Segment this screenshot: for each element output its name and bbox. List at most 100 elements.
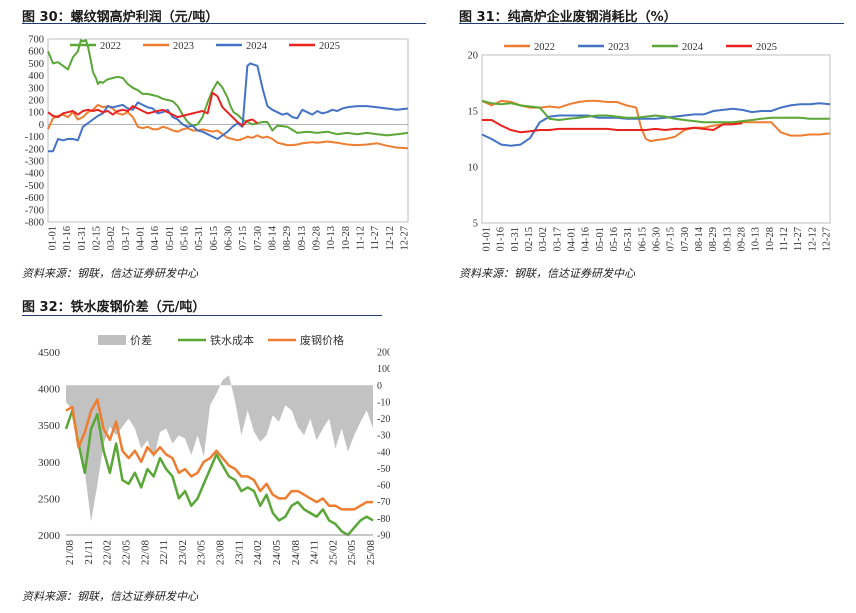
series-area-价差: [66, 375, 373, 522]
x-tick-label: 05-31: [623, 227, 634, 252]
plot-frame: [47, 38, 409, 223]
y2-tick-label: -400: [377, 447, 390, 458]
x-tick-label: 12-12: [385, 226, 396, 251]
y2-tick-label: -100: [377, 397, 390, 408]
fig31-title-rule: [459, 23, 844, 24]
y-tick-label: 700: [28, 35, 44, 46]
x-tick-label: 22/05: [120, 540, 132, 566]
y-tick-label: 2500: [38, 493, 61, 505]
x-tick-label: 09-28: [312, 226, 323, 251]
x-tick-label: 25/02: [327, 540, 339, 565]
y-tick-label: 400: [28, 71, 44, 82]
y-tick-label: 200: [28, 96, 44, 107]
x-tick-label: 10-28: [341, 226, 352, 251]
x-tick-label: 24/02: [252, 540, 264, 565]
y-tick-label: 100: [28, 108, 44, 119]
x-tick-label: 23/02: [177, 540, 189, 565]
y2-tick-label: -600: [377, 481, 390, 492]
x-tick-label: 04-01: [136, 226, 147, 251]
series-line-2025: [47, 91, 258, 127]
x-tick-label: 01-01: [482, 227, 493, 252]
legend-label-废钢价格: 废钢价格: [300, 333, 344, 347]
series-line-2022: [47, 39, 409, 137]
x-tick-label: 08-29: [708, 227, 719, 252]
x-tick-label: 24/08: [290, 540, 302, 566]
legend-label-2022: 2022: [100, 41, 121, 52]
series-line-2023: [47, 103, 409, 150]
x-tick-label: 01-01: [48, 226, 59, 251]
x-tick-label: 12-12: [807, 227, 818, 252]
y-tick-label: 3000: [38, 457, 61, 469]
x-tick-label: 23/08: [215, 540, 227, 566]
x-tick-label: 01-16: [62, 226, 73, 251]
series-line-2024: [481, 99, 830, 124]
fig30-title-rule: [22, 23, 426, 24]
y-tick-label: -800: [25, 218, 44, 229]
y-tick-label: 10: [468, 163, 479, 174]
legend-label-2025: 2025: [319, 41, 340, 52]
y-tick-label: 15: [468, 107, 479, 118]
y-tick-label: 5: [473, 219, 478, 230]
x-tick-label: 22/08: [139, 540, 151, 566]
x-tick-label: 03-17: [552, 227, 563, 252]
x-tick-label: 11-27: [793, 227, 804, 251]
plot-frame: [481, 54, 831, 224]
y-tick-label: 300: [28, 83, 44, 94]
series-line-废钢价格: [65, 398, 373, 511]
x-tick-label: 10-13: [751, 227, 762, 252]
legend-label-2023: 2023: [173, 41, 194, 52]
y-tick-label: 4000: [38, 384, 61, 396]
y-tick-label: -600: [25, 193, 44, 204]
x-tick-label: 24/11: [309, 540, 321, 565]
x-tick-label: 06-30: [652, 227, 663, 252]
fig31-title: 图 31：纯高炉企业废钢消耗比（%）: [459, 10, 677, 25]
legend-label-2022: 2022: [534, 42, 555, 53]
x-tick-label: 08-14: [694, 226, 705, 251]
x-tick-label: 05-01: [595, 227, 606, 252]
x-tick-label: 24/05: [271, 540, 283, 566]
x-tick-label: 03-17: [121, 226, 132, 251]
x-tick-label: 05-16: [609, 227, 620, 252]
series-line-2023: [481, 102, 831, 147]
y-tick-label: 4500: [38, 347, 61, 359]
x-tick-label: 05-16: [180, 226, 191, 251]
x-tick-label: 09-28: [737, 227, 748, 252]
y2-tick-label: 200: [377, 348, 390, 359]
legend-label-2024: 2024: [246, 41, 268, 52]
x-tick-label: 04-01: [567, 227, 578, 252]
legend-label-价差: 价差: [130, 333, 152, 347]
fig32-chart: 4500 4000 3500 3000 2500 2000 200 100 0 -100 -200 -…: [38, 333, 390, 566]
series-line-2022: [481, 99, 831, 143]
x-tick-label: 10-28: [765, 227, 776, 252]
x-tick-label: 21/11: [83, 540, 95, 565]
x-tick-label: 06-15: [209, 226, 220, 251]
x-tick-label: 05-31: [194, 226, 205, 251]
y-tick-label: 600: [28, 47, 44, 58]
y2-tick-label: 0: [377, 381, 382, 392]
x-tick-label: 07-15: [666, 227, 677, 252]
y2-tick-label: -300: [377, 431, 390, 442]
y-tick-label: -200: [25, 144, 44, 155]
y2-tick-label: -800: [377, 514, 390, 525]
x-tick-label: 21/08: [64, 540, 76, 566]
x-tick-label: 06-30: [224, 226, 235, 251]
y-tick-label: 500: [28, 59, 44, 70]
y-tick-label: 3500: [38, 420, 61, 432]
y-tick-label: -400: [25, 169, 44, 180]
x-tick-label: 07-15: [238, 226, 249, 251]
y2-tick-label: -200: [377, 414, 390, 425]
x-tick-label: 04-16: [150, 226, 161, 251]
fig30-source-note: 资料来源：钢联，信达证券研发中心: [22, 267, 198, 280]
fig31-chart: 20 15 10 5 01-01 01-16 01-31 02-15 03-02 03-17 04-…: [468, 42, 833, 252]
legend-label-铁水成本: 铁水成本: [210, 333, 254, 347]
x-tick-label: 05-01: [165, 226, 176, 251]
fig32-source-note: 资料来源：钢联，信达证券研发中心: [22, 590, 198, 603]
x-tick-label: 11-12: [779, 227, 790, 251]
x-tick-label: 25/05: [346, 540, 358, 566]
x-tick-label: 06-15: [637, 227, 648, 252]
fig30-title: 图 30：螺纹钢高炉利润（元/吨）: [22, 10, 219, 25]
legend-label-2024: 2024: [682, 42, 704, 53]
y-tick-label: 2000: [38, 530, 61, 542]
y2-tick-label: 100: [377, 364, 390, 375]
